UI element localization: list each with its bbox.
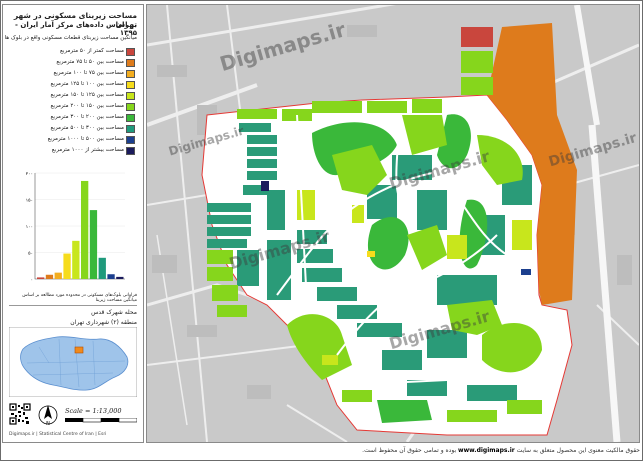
- map-canvas: [147, 5, 639, 442]
- district-name: منطقه (۲) شهرداری تهران: [70, 319, 137, 326]
- legend-item: مساحت بین ۵۰۰ تا ۱۰۰۰ مترمربع: [3, 135, 141, 144]
- qr-code: [9, 403, 31, 425]
- y-tick-label: ۰: [31, 278, 33, 283]
- legend-item: مساحت بین ۲۰۰ تا ۳۰۰ مترمربع: [3, 113, 141, 122]
- legend-item: مساحت کمتر از ۵۰ مترمربع: [3, 47, 141, 56]
- histogram-bar-500-1000: [107, 274, 115, 279]
- block-orange-east: [487, 23, 577, 305]
- legend-swatch: [126, 81, 135, 89]
- legend-label: مساحت بین ۳۰۰ تا ۵۰۰ مترمربع: [50, 125, 124, 131]
- legend-label: مساحت بین ۱۵۰ تا ۲۰۰ مترمربع: [50, 103, 124, 109]
- divider: [9, 305, 137, 306]
- histogram-bar-150-200: [81, 180, 89, 279]
- legend-item: مساحت بیشتر از ۱۰۰۰ مترمربع: [3, 146, 141, 155]
- block-red: [461, 27, 493, 47]
- legend-label: مساحت بین ۱۲۵ تا ۱۵۰ مترمربع: [50, 92, 124, 98]
- y-tick-label: ۲۰۰: [26, 172, 33, 177]
- histogram-caption: فراوانی بلوک‌های مسکونی در محدوده مورد م…: [22, 293, 137, 303]
- histogram-bar-125-150: [72, 240, 80, 279]
- legend-item: مساحت بین ۱۲۵ تا ۱۵۰ مترمربع: [3, 91, 141, 100]
- legend-item: مساحت بین ۷۵ تا ۱۰۰ مترمربع: [3, 69, 141, 78]
- legend-swatch: [126, 147, 135, 155]
- legend-swatch: [126, 48, 135, 56]
- map-title-line1: مساحت زیربنای مسکونی در شهر تهران: [13, 11, 137, 29]
- scale-label: Scale = 1:13,000: [65, 407, 122, 415]
- legend-swatch: [126, 70, 135, 78]
- legend-heading: میانگین مساحت زیربنای قطعات مسکونی واقع …: [4, 35, 137, 41]
- legend-item: مساحت بین ۳۰۰ تا ۵۰۰ مترمربع: [3, 124, 141, 133]
- blocks-light-green: [207, 99, 542, 422]
- map-title-line2: بر اساس داده‌های مرکز آمار ایران - ۱۳۹۵: [15, 21, 137, 37]
- footer-copyright: حقوق مالکیت معنوی این محصول متعلق به سای…: [146, 444, 640, 458]
- histogram-bar-75-100: [54, 272, 62, 279]
- legend-item: مساحت بین ۵۰ تا ۷۵ مترمربع: [3, 58, 141, 67]
- area-name: محله شهرک قدس: [91, 309, 137, 316]
- block-navy-1: [261, 181, 269, 191]
- legend-swatch: [126, 125, 135, 133]
- block-navy-2: [521, 269, 531, 275]
- histogram-bar-200-300: [89, 210, 98, 279]
- histogram-bar-300-500: [98, 257, 106, 279]
- locator-inset-map: [9, 327, 137, 397]
- credits-text: Digimaps.ir | Statistical Centre of Iran…: [9, 432, 107, 437]
- svg-text:N: N: [46, 421, 50, 426]
- histogram-bar-100-125: [63, 253, 71, 279]
- legend-item: مساحت بین ۱۵۰ تا ۲۰۰ مترمربع: [3, 102, 141, 111]
- y-tick-label: ۵۰: [28, 252, 33, 257]
- scale-bar: [65, 418, 137, 423]
- legend-swatch: [126, 136, 135, 144]
- legend-item: مساحت بین ۱۰۰ تا ۱۲۵ مترمربع: [3, 80, 141, 89]
- histogram-chart: ۲۰۰ ۱۵۰ ۱۰۰ ۵۰ ۰: [26, 172, 125, 283]
- tehran-city-outline: [20, 336, 129, 391]
- legend-label: مساحت کمتر از ۵۰ مترمربع: [59, 48, 124, 54]
- y-tick-label: ۱۵۰: [26, 199, 33, 204]
- legend-swatch: [126, 103, 135, 111]
- north-arrow-icon: N: [38, 405, 58, 426]
- map-view[interactable]: Digimaps.ir Digimaps.ir Digimaps.ir Digi…: [146, 4, 640, 443]
- legend-label: مساحت بین ۵۰۰ تا ۱۰۰۰ مترمربع: [47, 136, 124, 142]
- legend-label: مساحت بیشتر از ۱۰۰۰ مترمربع: [51, 147, 124, 153]
- histogram-bar-50-75: [45, 274, 54, 279]
- legend-label: مساحت بین ۲۰۰ تا ۳۰۰ مترمربع: [50, 114, 124, 120]
- block-yellow: [367, 251, 375, 257]
- footer-tail: بوده و تمامی حقوق آن محفوظ است.: [362, 447, 457, 454]
- histogram-bar->1000: [116, 276, 124, 279]
- y-tick-label: ۱۰۰: [26, 225, 33, 230]
- legend-label: مساحت بین ۷۵ تا ۱۰۰ مترمربع: [53, 70, 124, 76]
- footer-url-link[interactable]: www.digimaps.ir: [458, 447, 515, 454]
- legend-swatch: [126, 59, 135, 67]
- legend-panel: مساحت زیربنای مسکونی در شهر تهران بر اسا…: [2, 4, 144, 443]
- internal-streets: [276, 114, 548, 386]
- street-network: [147, 5, 639, 442]
- legend-label: مساحت بین ۵۰ تا ۷۵ مترمربع: [56, 59, 124, 65]
- footer-text: حقوق مالکیت معنوی این محصول متعلق به سای…: [516, 447, 640, 454]
- legend-swatch: [126, 92, 135, 100]
- histogram-bar-<50: [37, 277, 45, 279]
- study-area-marker: [74, 346, 84, 354]
- legend-swatch: [126, 114, 135, 122]
- legend-label: مساحت بین ۱۰۰ تا ۱۲۵ مترمربع: [50, 81, 124, 87]
